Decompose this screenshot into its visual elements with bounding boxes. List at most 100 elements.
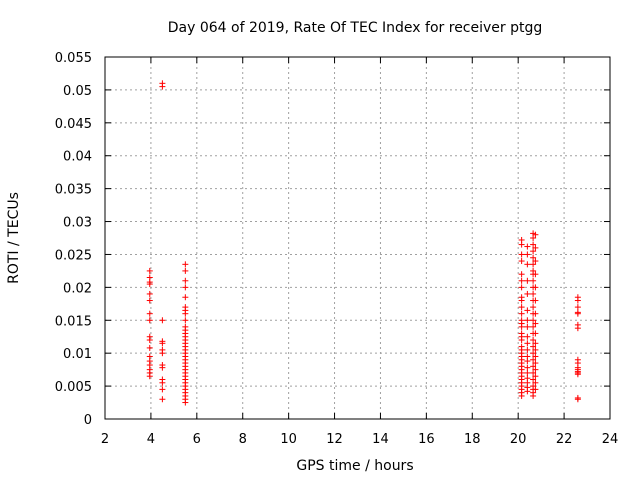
data-point (159, 83, 166, 90)
y-tick-label: 0.055 (55, 51, 92, 66)
y-tick-label: 0.01 (63, 347, 92, 362)
data-point (159, 340, 166, 347)
data-point (518, 392, 525, 399)
y-tick-label: 0.03 (63, 216, 92, 231)
data-point (532, 284, 539, 291)
x-tick-label: 8 (239, 432, 247, 447)
data-point (159, 350, 166, 357)
data-point (524, 323, 531, 330)
data-point (518, 304, 525, 311)
data-point (532, 366, 539, 373)
x-tick-label: 20 (510, 432, 527, 447)
data-point (530, 304, 537, 311)
data-point (524, 261, 531, 268)
data-point (524, 369, 531, 376)
data-point (530, 363, 537, 370)
x-tick-label: 10 (280, 432, 297, 447)
data-point (532, 379, 539, 386)
data-point (182, 261, 189, 268)
data-point (146, 310, 153, 317)
data-point (159, 364, 166, 371)
data-point (532, 320, 539, 327)
chart-title: Day 064 of 2019, Rate Of TEC Index for r… (168, 20, 543, 36)
data-point (574, 297, 581, 304)
x-tick-label: 18 (464, 432, 481, 447)
data-point (159, 317, 166, 324)
data-point (524, 277, 531, 284)
data-point (524, 307, 531, 314)
data-point (146, 337, 153, 344)
grid-lines (105, 57, 610, 419)
data-point (182, 317, 189, 324)
data-point (532, 330, 539, 337)
y-tick-label: 0.035 (55, 183, 92, 198)
data-point (532, 271, 539, 278)
data-point (530, 323, 537, 330)
x-tick-label: 16 (418, 432, 435, 447)
plot-frame (104, 56, 611, 420)
x-tick-label: 12 (326, 432, 343, 447)
data-point (574, 325, 581, 332)
data-point (524, 364, 531, 371)
y-tick-label: 0.04 (63, 150, 92, 165)
data-point (532, 340, 539, 347)
data-point (532, 386, 539, 393)
data-point (532, 297, 539, 304)
data-point (530, 317, 537, 324)
y-tick-label: 0.015 (55, 314, 92, 329)
data-point (524, 340, 531, 347)
data-point (518, 277, 525, 284)
data-point (146, 297, 153, 304)
data-point (530, 277, 537, 284)
data-point (532, 258, 539, 265)
y-axis: 0 0.005 0.01 0.015 0.02 0.025 0.03 0.035 0.04 0.0… (55, 51, 610, 428)
data-point (530, 392, 537, 399)
data-point (524, 317, 531, 324)
data-point (518, 284, 525, 291)
data-point (524, 388, 531, 395)
data-point (146, 373, 153, 380)
data-point (574, 371, 581, 378)
x-tick-label: 4 (147, 432, 155, 447)
data-point (182, 284, 189, 291)
data-point (182, 294, 189, 301)
data-point (518, 241, 525, 248)
data-point (530, 343, 537, 350)
data-point (532, 353, 539, 360)
data-point (532, 310, 539, 317)
data-point (524, 346, 531, 353)
y-tick-label: 0.025 (55, 248, 92, 263)
data-point (182, 267, 189, 274)
data-point (530, 261, 537, 268)
data-point (532, 244, 539, 251)
data-point (532, 346, 539, 353)
x-tick-label: 2 (101, 432, 109, 447)
data-point (524, 358, 531, 365)
data-point (518, 297, 525, 304)
data-point (524, 251, 531, 258)
data-point (159, 396, 166, 403)
data-point (530, 337, 537, 344)
data-point (532, 373, 539, 380)
data-point (524, 333, 531, 340)
data-point (146, 281, 153, 288)
data-point (530, 241, 537, 248)
data-point (159, 379, 166, 386)
x-axis: 2 4 6 8 10 12 14 16 18 20 22 24 (101, 57, 618, 447)
data-point (530, 290, 537, 297)
data-point (518, 337, 525, 344)
data-point (146, 267, 153, 274)
y-axis-title: ROTI / TECUs (6, 192, 22, 284)
data-point (146, 344, 153, 351)
x-tick-label: 14 (372, 432, 389, 447)
data-point (574, 310, 581, 317)
data-point (518, 310, 525, 317)
data-point (574, 396, 581, 403)
data-point (182, 310, 189, 317)
data-point (524, 290, 531, 297)
data-point (146, 290, 153, 297)
data-point (182, 277, 189, 284)
y-tick-label: 0.05 (63, 84, 92, 99)
data-point (530, 350, 537, 357)
